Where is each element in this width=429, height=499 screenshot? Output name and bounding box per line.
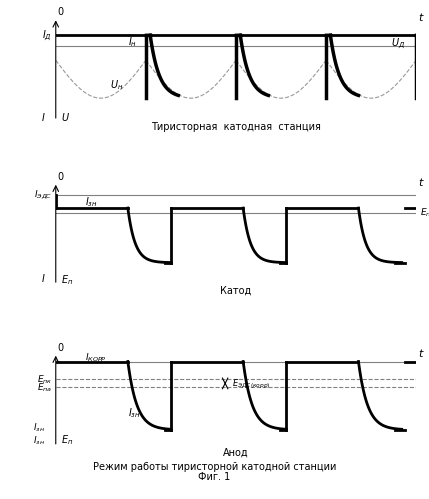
Text: $E_{пк}$: $E_{пк}$	[36, 373, 52, 386]
Text: I: I	[42, 113, 45, 123]
Text: I: I	[42, 274, 45, 284]
Text: $U_н$: $U_н$	[110, 79, 123, 92]
Text: $E_{пк}$: $E_{пк}$	[420, 206, 429, 219]
Text: $I_н$: $I_н$	[128, 35, 137, 48]
Text: Режим работы тиристорной катодной станции: Режим работы тиристорной катодной станци…	[93, 462, 336, 472]
Text: 0: 0	[57, 172, 63, 182]
Text: Анод: Анод	[223, 448, 249, 458]
Text: $I_Д$: $I_Д$	[42, 28, 52, 42]
Text: $E_{па}$: $E_{па}$	[37, 381, 52, 394]
Text: $I_{зн}$: $I_{зн}$	[128, 406, 141, 420]
Text: Тиристорная  катодная  станция: Тиристорная катодная станция	[151, 122, 321, 132]
Text: t: t	[418, 178, 422, 188]
Text: $E_{ЭДС(корр)}$: $E_{ЭДС(корр)}$	[233, 378, 271, 391]
Text: Катод: Катод	[221, 286, 251, 296]
Text: U: U	[61, 113, 68, 123]
Text: 0: 0	[57, 7, 63, 17]
Text: $I_{зн}$: $I_{зн}$	[33, 434, 45, 447]
Text: $I_{ЭДС}$: $I_{ЭДС}$	[34, 188, 52, 201]
Text: $I_{зн}$: $I_{зн}$	[85, 196, 97, 210]
Text: $I_{зн}$: $I_{зн}$	[33, 421, 45, 434]
Text: $I_{КОРР}$: $I_{КОРР}$	[85, 351, 106, 364]
Text: 0: 0	[57, 343, 63, 353]
Text: Фиг. 1: Фиг. 1	[198, 472, 231, 482]
Text: $E_п$: $E_п$	[61, 434, 73, 447]
Text: $E_п$: $E_п$	[61, 273, 73, 287]
Text: t: t	[418, 13, 422, 23]
Text: t: t	[418, 349, 422, 359]
Text: $U_Д$: $U_Д$	[391, 36, 405, 50]
